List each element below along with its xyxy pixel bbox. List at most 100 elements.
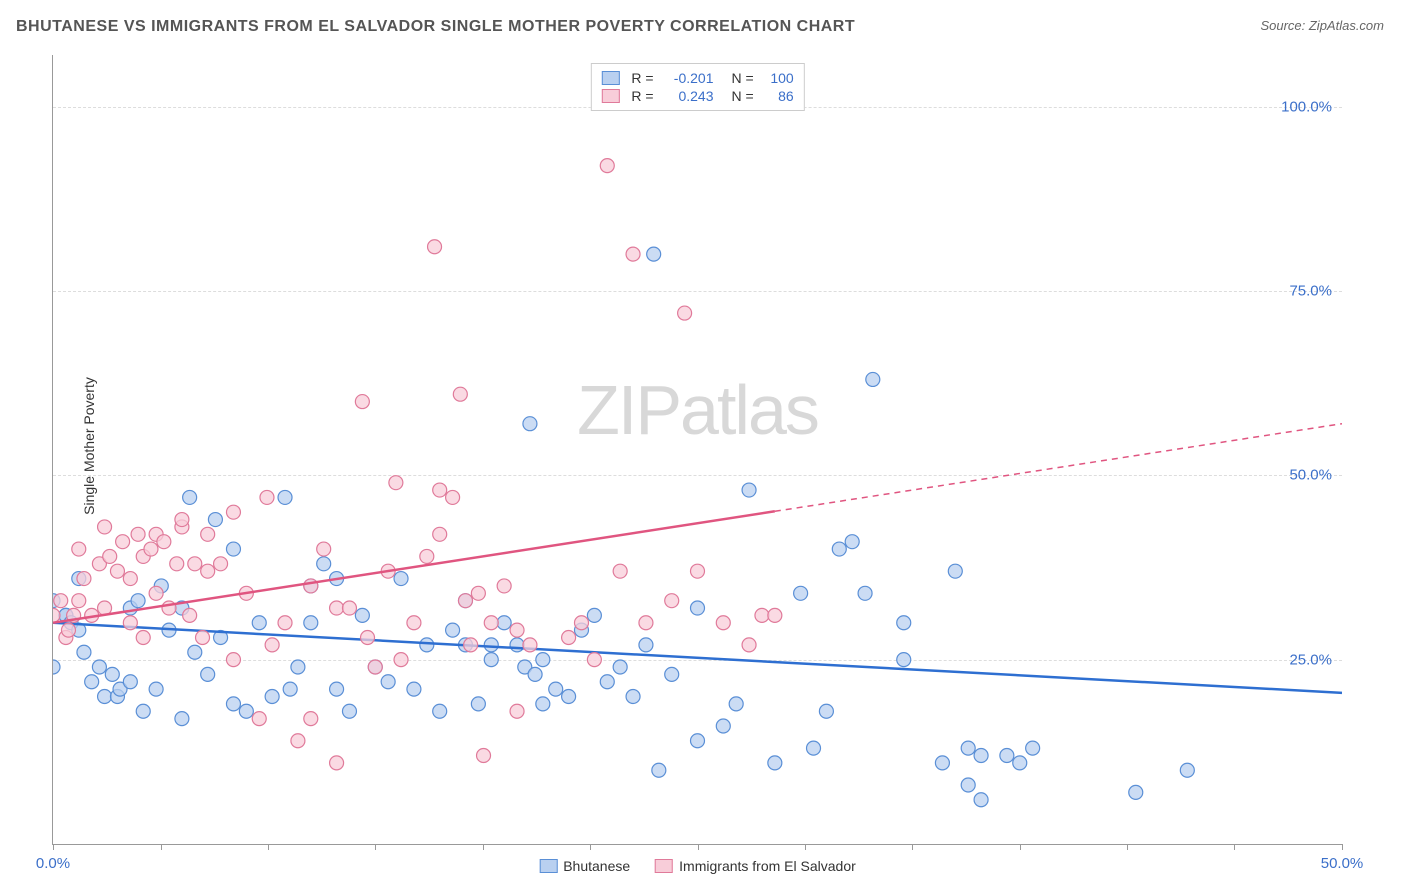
chart-plot-area: ZIPatlas R = -0.201 N = 100 R = 0.243 N … (52, 55, 1342, 845)
data-point (239, 704, 253, 718)
data-point (105, 667, 119, 681)
data-point (54, 594, 68, 608)
data-point (149, 586, 163, 600)
data-point (832, 542, 846, 556)
data-point (523, 638, 537, 652)
data-point (278, 616, 292, 630)
data-point (510, 704, 524, 718)
data-point (497, 579, 511, 593)
data-point (175, 513, 189, 527)
data-point (477, 749, 491, 763)
data-point (691, 734, 705, 748)
data-point (214, 557, 228, 571)
x-tick-label: 50.0% (1321, 855, 1364, 872)
series-legend: Bhutanese Immigrants from El Salvador (539, 858, 856, 874)
data-point (157, 535, 171, 549)
data-point (98, 520, 112, 534)
data-point (428, 240, 442, 254)
data-point (183, 608, 197, 622)
x-tick (590, 844, 591, 850)
data-point (175, 712, 189, 726)
data-point (291, 734, 305, 748)
data-point (716, 719, 730, 733)
data-point (974, 749, 988, 763)
data-point (188, 557, 202, 571)
data-point (768, 756, 782, 770)
data-point (497, 616, 511, 630)
data-point (866, 372, 880, 386)
data-point (510, 623, 524, 637)
data-point (1180, 763, 1194, 777)
data-point (935, 756, 949, 770)
data-point (260, 490, 274, 504)
data-point (123, 675, 137, 689)
data-point (330, 756, 344, 770)
swatch-pink (655, 859, 673, 873)
correlation-legend: R = -0.201 N = 100 R = 0.243 N = 86 (590, 63, 804, 111)
data-point (381, 675, 395, 689)
data-point (974, 793, 988, 807)
data-point (342, 704, 356, 718)
data-point (110, 564, 124, 578)
data-point (1026, 741, 1040, 755)
data-point (394, 572, 408, 586)
data-point (665, 667, 679, 681)
data-point (85, 675, 99, 689)
data-point (226, 653, 240, 667)
data-point (742, 638, 756, 652)
data-point (355, 395, 369, 409)
x-tick (1020, 844, 1021, 850)
data-point (131, 527, 145, 541)
legend-item-bhutanese: Bhutanese (539, 858, 630, 874)
data-point (510, 638, 524, 652)
data-point (536, 653, 550, 667)
n-label: N = (732, 70, 754, 86)
data-point (72, 594, 86, 608)
x-tick (53, 844, 54, 850)
data-point (317, 542, 331, 556)
data-point (1013, 756, 1027, 770)
correlation-legend-row-1: R = -0.201 N = 100 (601, 70, 793, 86)
data-point (116, 535, 130, 549)
x-tick (483, 844, 484, 850)
r-value-1: -0.201 (664, 70, 714, 86)
data-point (265, 690, 279, 704)
data-point (136, 631, 150, 645)
data-point (600, 675, 614, 689)
data-point (562, 690, 576, 704)
data-point (226, 542, 240, 556)
data-point (484, 653, 498, 667)
data-point (368, 660, 382, 674)
data-point (1000, 749, 1014, 763)
data-point (355, 608, 369, 622)
data-point (647, 247, 661, 261)
data-point (317, 557, 331, 571)
data-point (433, 704, 447, 718)
data-point (742, 483, 756, 497)
data-point (196, 631, 210, 645)
data-point (252, 616, 266, 630)
data-point (433, 483, 447, 497)
data-point (574, 616, 588, 630)
data-point (92, 660, 106, 674)
n-value-2: 86 (764, 88, 794, 104)
data-point (768, 608, 782, 622)
data-point (1129, 785, 1143, 799)
data-point (484, 616, 498, 630)
swatch-blue (601, 71, 619, 85)
source-name: ZipAtlas.com (1309, 18, 1384, 33)
data-point (948, 564, 962, 578)
data-point (183, 490, 197, 504)
swatch-pink (601, 89, 619, 103)
x-tick (161, 844, 162, 850)
data-point (528, 667, 542, 681)
data-point (226, 697, 240, 711)
data-point (464, 638, 478, 652)
data-point (858, 586, 872, 600)
data-point (819, 704, 833, 718)
data-point (330, 682, 344, 696)
x-tick (912, 844, 913, 850)
data-point (208, 513, 222, 527)
data-point (600, 159, 614, 173)
legend-label-elsalvador: Immigrants from El Salvador (679, 858, 856, 874)
